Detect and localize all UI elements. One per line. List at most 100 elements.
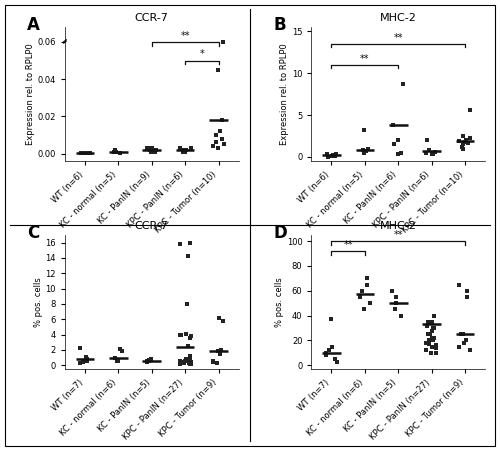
Point	[432, 342, 440, 349]
Point	[458, 143, 466, 150]
Point	[422, 149, 430, 156]
Point	[460, 339, 468, 346]
Point	[112, 146, 120, 153]
Point	[208, 358, 216, 365]
Point	[214, 348, 222, 355]
Text: *: *	[200, 50, 204, 59]
Point	[82, 149, 90, 157]
Point	[432, 344, 440, 351]
Text: B: B	[274, 16, 286, 34]
Point	[459, 331, 467, 338]
Point	[176, 144, 184, 152]
Point	[462, 136, 470, 144]
Point	[176, 240, 184, 248]
Title: MHC-2: MHC-2	[380, 221, 416, 231]
Point	[399, 81, 407, 88]
Point	[462, 337, 470, 344]
Point	[181, 148, 189, 155]
Point	[184, 359, 192, 366]
Point	[425, 147, 433, 154]
Point	[216, 128, 224, 135]
Point	[180, 146, 188, 153]
Point	[432, 343, 440, 350]
Point	[324, 153, 332, 160]
Point	[116, 346, 124, 353]
Point	[466, 347, 474, 354]
Point	[143, 144, 151, 152]
Point	[455, 281, 463, 288]
Text: C: C	[27, 224, 39, 242]
Point	[432, 349, 440, 356]
Point	[330, 152, 338, 159]
Point	[391, 306, 399, 313]
Point	[212, 131, 220, 139]
Point	[428, 334, 436, 342]
Point	[462, 287, 470, 294]
Point	[76, 359, 84, 366]
Y-axis label: % pos. cells: % pos. cells	[34, 277, 42, 327]
Point	[186, 356, 194, 363]
Point	[428, 337, 436, 344]
Point	[216, 314, 224, 321]
Text: D: D	[274, 224, 287, 242]
Point	[218, 135, 226, 142]
Point	[422, 347, 430, 354]
Point	[461, 138, 469, 145]
Point	[424, 331, 432, 338]
Point	[182, 356, 190, 363]
Point	[459, 145, 467, 152]
Point	[423, 322, 431, 329]
Point	[187, 359, 195, 366]
Point	[214, 66, 222, 73]
Point	[424, 331, 432, 338]
Point	[184, 342, 192, 350]
Text: **: **	[180, 31, 190, 41]
Point	[111, 355, 119, 362]
Point	[397, 149, 405, 156]
Point	[428, 327, 436, 334]
Point	[143, 358, 151, 365]
Point	[430, 334, 438, 342]
Point	[218, 117, 226, 124]
Point	[359, 147, 367, 154]
Point	[176, 360, 184, 367]
Point	[149, 148, 157, 155]
Point	[209, 143, 217, 150]
Point	[112, 148, 120, 155]
Point	[332, 358, 340, 365]
Point	[82, 358, 90, 365]
Point	[210, 359, 218, 366]
Point	[422, 136, 430, 144]
Point	[426, 331, 434, 338]
Point	[390, 141, 398, 148]
Point	[326, 347, 334, 354]
Point	[214, 144, 222, 152]
Point	[431, 148, 439, 156]
Point	[332, 151, 340, 158]
Point	[362, 148, 370, 155]
Point	[455, 137, 463, 144]
Point	[430, 312, 438, 319]
Point	[178, 331, 186, 338]
Text: **: **	[344, 240, 353, 250]
Point	[186, 333, 194, 340]
Point	[424, 337, 432, 344]
Y-axis label: Expression rel. to RPLP0: Expression rel. to RPLP0	[280, 43, 289, 145]
Point	[464, 139, 472, 146]
Point	[426, 337, 434, 344]
Point	[430, 324, 438, 332]
Point	[186, 352, 194, 360]
Point	[146, 356, 154, 364]
Point	[84, 150, 92, 157]
Point	[428, 343, 436, 350]
Point	[394, 136, 402, 144]
Point	[114, 358, 122, 365]
Point	[332, 356, 340, 363]
Point	[332, 152, 340, 159]
Point	[422, 339, 430, 346]
Point	[187, 360, 195, 367]
Point	[148, 144, 156, 152]
Point	[83, 357, 91, 364]
Point	[424, 318, 432, 325]
Point	[186, 354, 194, 361]
